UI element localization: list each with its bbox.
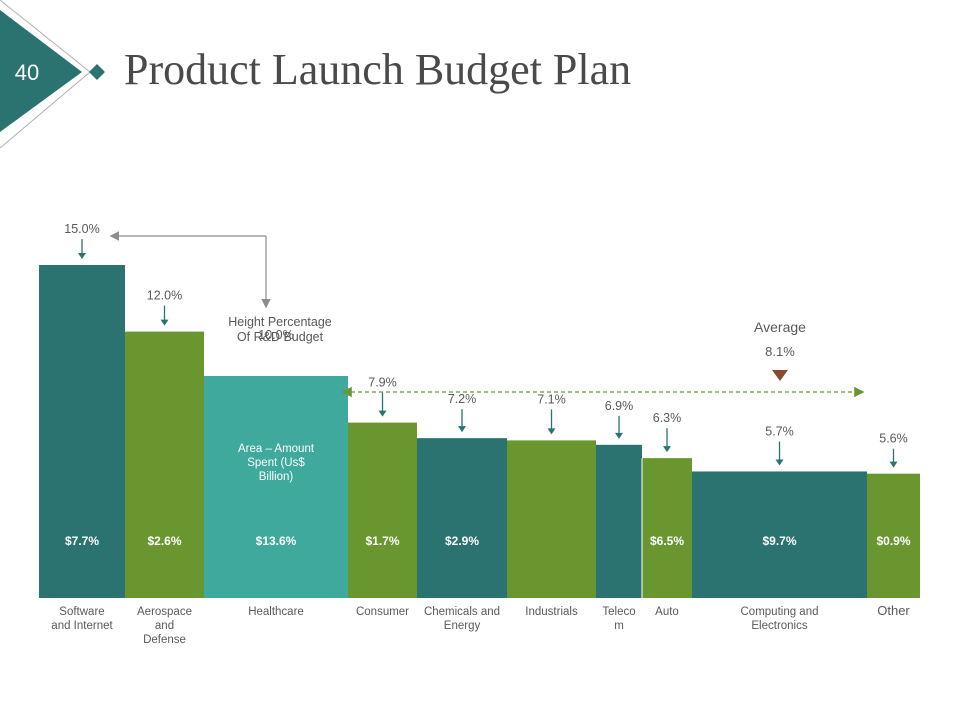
arrow-icon-3 bbox=[378, 392, 387, 417]
value-label-7: 6.3% bbox=[653, 411, 682, 425]
page-title: Product Launch Budget Plan bbox=[124, 45, 632, 94]
arrow-icon-5 bbox=[547, 409, 556, 435]
arrow-icon-7 bbox=[663, 428, 671, 453]
category-label-1-2: Defense bbox=[143, 634, 186, 646]
height-label-line-1: Of R&D Budget bbox=[237, 330, 324, 344]
category-label-4-1: Energy bbox=[444, 620, 481, 632]
amount-label-8: $9.7% bbox=[762, 534, 796, 548]
slide-number: 40 bbox=[14, 60, 40, 85]
area-label-line-1: Spent (Us$ bbox=[247, 457, 305, 469]
category-label-8-0: Computing and bbox=[741, 606, 819, 618]
arrow-icon-4 bbox=[458, 409, 466, 433]
average-marker-icon bbox=[772, 370, 788, 381]
bar-0 bbox=[39, 265, 125, 598]
height-label-line-0: Height Percentage bbox=[228, 315, 332, 329]
category-label-2-0: Healthcare bbox=[248, 606, 304, 618]
arrow-icon-0 bbox=[78, 239, 86, 259]
bar-4 bbox=[417, 438, 507, 598]
bar-8 bbox=[692, 471, 867, 598]
area-label-line-0: Area – Amount bbox=[238, 443, 315, 455]
bar-9 bbox=[867, 473, 920, 598]
category-label-1-1: and bbox=[155, 620, 174, 632]
value-label-5: 7.1% bbox=[537, 392, 566, 406]
labels-layer: 15.0% $7.7% Software and Internet 12.0% $2.6%… bbox=[51, 222, 911, 646]
value-label-8: 5.7% bbox=[765, 424, 794, 438]
category-label-0-1: and Internet bbox=[51, 620, 113, 632]
value-label-3: 7.9% bbox=[368, 376, 397, 390]
bar-6 bbox=[596, 444, 642, 598]
bar-2 bbox=[204, 376, 348, 598]
value-label-2: 10.0% bbox=[258, 328, 293, 342]
category-label-6-0: Teleco bbox=[602, 606, 635, 618]
average-label: Average bbox=[754, 319, 806, 335]
category-label-6-1: m bbox=[614, 620, 624, 632]
amount-label-3: $1.7% bbox=[365, 534, 399, 548]
value-label-0: 15.0% bbox=[64, 222, 99, 236]
value-label-6: 6.9% bbox=[605, 399, 634, 413]
slide-number-badge bbox=[0, 0, 105, 149]
amount-label-1: $2.6% bbox=[147, 534, 181, 548]
amount-label-7: $6.5% bbox=[650, 534, 684, 548]
value-label-9: 5.6% bbox=[879, 432, 908, 446]
bar-7 bbox=[642, 458, 692, 598]
average-value-label: 8.1% bbox=[765, 344, 795, 359]
category-label-3-0: Consumer bbox=[356, 606, 409, 618]
value-label-4: 7.2% bbox=[448, 392, 477, 406]
amount-label-9: $0.9% bbox=[876, 534, 910, 548]
arrow-icon-9 bbox=[889, 448, 898, 468]
annotation-layer: Area – Amount Spent (Us$ Billion) Height Pe… bbox=[109, 231, 865, 483]
arrow-icon-6 bbox=[615, 415, 623, 439]
amount-label-2: $13.6% bbox=[256, 534, 297, 548]
arrow-icon-1 bbox=[160, 305, 169, 326]
category-label-4-0: Chemicals and bbox=[424, 606, 500, 618]
category-label-0-0: Software bbox=[59, 606, 104, 618]
value-label-1: 12.0% bbox=[147, 289, 182, 303]
category-label-5-0: Industrials bbox=[525, 606, 578, 618]
amount-label-0: $7.7% bbox=[65, 534, 99, 548]
bar-5 bbox=[507, 440, 596, 598]
arrow-icon-8 bbox=[775, 441, 784, 466]
category-label-9-0: Other bbox=[877, 603, 910, 618]
category-label-7-0: Auto bbox=[655, 606, 679, 618]
bar-3 bbox=[348, 422, 417, 598]
category-label-1-0: Aerospace bbox=[137, 606, 192, 618]
bars-layer bbox=[39, 265, 920, 598]
amount-label-4: $2.9% bbox=[445, 534, 479, 548]
diamond-icon bbox=[89, 64, 105, 80]
area-label-line-2: Billion) bbox=[259, 471, 294, 483]
slide-number-triangle bbox=[0, 10, 82, 132]
bar-1 bbox=[125, 331, 204, 598]
category-label-8-1: Electronics bbox=[751, 620, 807, 632]
